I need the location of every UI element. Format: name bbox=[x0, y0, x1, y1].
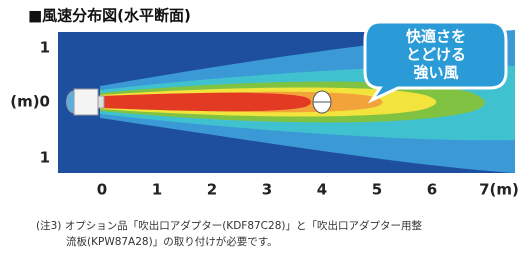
x-label: 7(m) bbox=[479, 181, 519, 199]
callout-text: 強い風 bbox=[413, 64, 458, 82]
x-label: 1 bbox=[152, 181, 162, 199]
note-line: (注3) オプション品「吹出口アダプター(KDF87C28)」と「吹出口アダプタ… bbox=[36, 219, 422, 232]
x-label: 6 bbox=[427, 181, 437, 199]
device bbox=[74, 89, 98, 115]
note-line: 流板(KPW87A28)」の取り付けが必要です。 bbox=[66, 235, 278, 248]
title: ■風速分布図(水平断面) bbox=[28, 7, 191, 25]
x-label: 2 bbox=[207, 181, 217, 199]
x-label: 4 bbox=[317, 181, 327, 199]
page: ■風速分布図(水平断面) 1 (m)0 1 0 1 2 3 4 5 6 7(m) 快適さをとどける強い… bbox=[0, 0, 525, 255]
y-label: (m)0 bbox=[10, 93, 50, 111]
x-label: 0 bbox=[97, 181, 107, 199]
y-label: 1 bbox=[40, 39, 50, 57]
y-label: 1 bbox=[40, 149, 50, 167]
x-label: 3 bbox=[262, 181, 272, 199]
x-label: 5 bbox=[372, 181, 382, 199]
callout-text: 快適さを bbox=[406, 28, 466, 46]
adapter bbox=[98, 96, 104, 108]
callout-text: とどける bbox=[406, 46, 466, 64]
zone-red bbox=[100, 93, 311, 112]
